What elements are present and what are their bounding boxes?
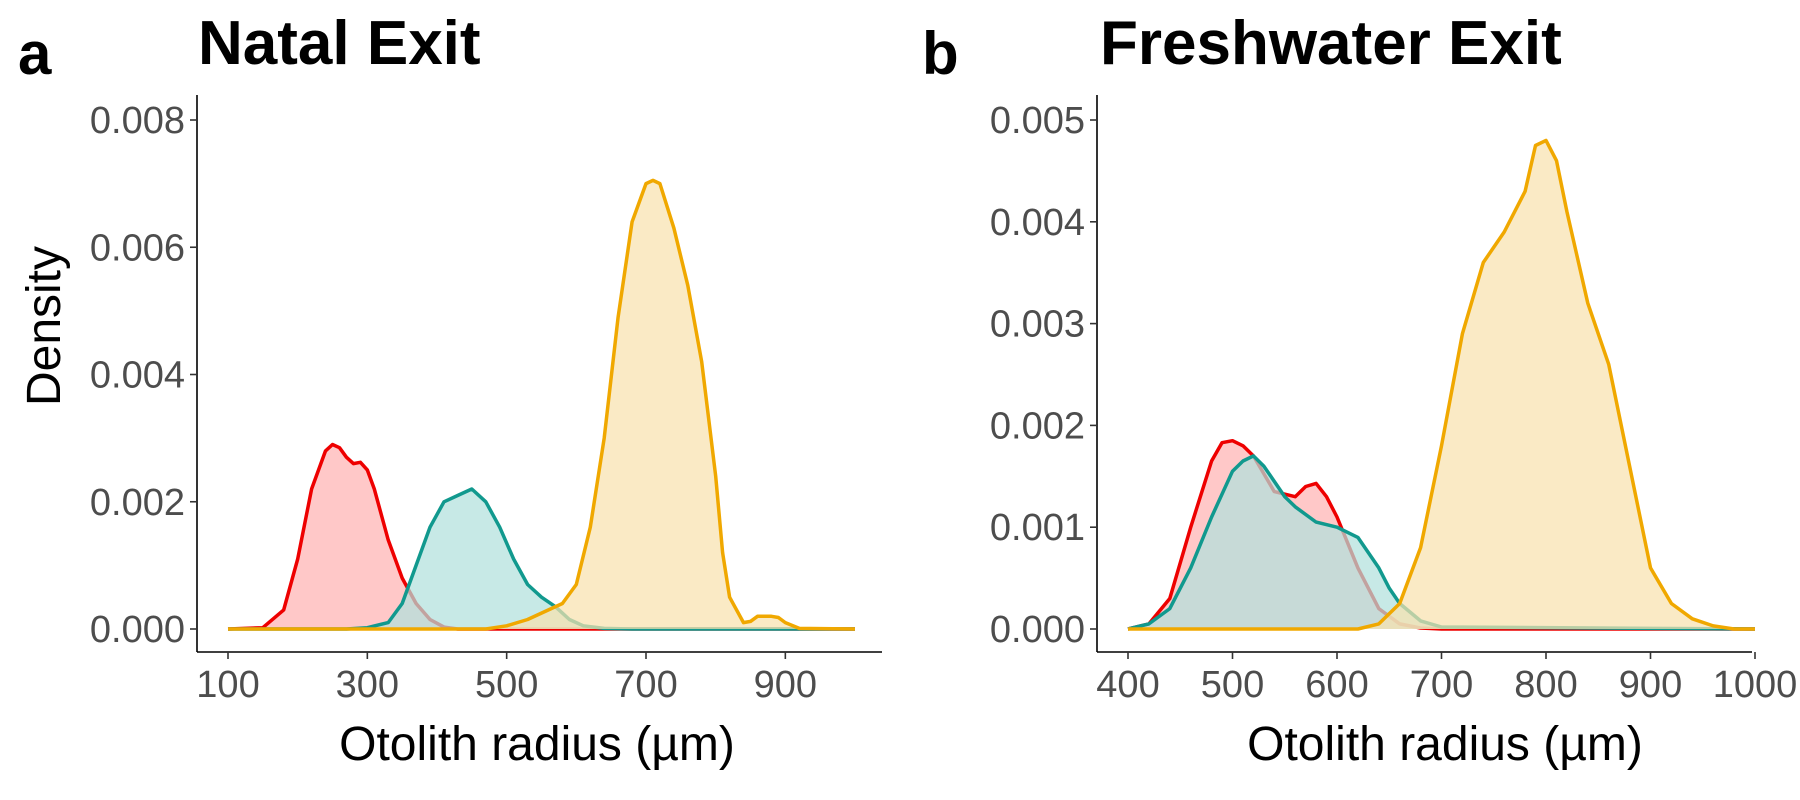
y-tick-label: 0.002 bbox=[990, 405, 1085, 447]
density-line-1-2 bbox=[1128, 138, 1755, 631]
density-area-1-1 bbox=[1128, 455, 1755, 629]
density-area-0-2 bbox=[228, 180, 855, 629]
panel-letter-b: b bbox=[922, 20, 959, 87]
y-tick-label: 0.005 bbox=[990, 100, 1085, 142]
x-tick-label: 600 bbox=[1305, 664, 1368, 706]
x-tick-label: 300 bbox=[336, 664, 399, 706]
x-tick-label: 1000 bbox=[1713, 664, 1798, 706]
y-axis-title: Density bbox=[18, 246, 71, 406]
density-area-1-2 bbox=[1128, 140, 1755, 629]
y-tick-label: 0.004 bbox=[990, 202, 1085, 244]
panel-letter-a: a bbox=[18, 20, 52, 87]
x-tick-label: 500 bbox=[475, 664, 538, 706]
x-axis-title-a: Otolith radius (µm) bbox=[339, 718, 735, 771]
y-tick-label: 0.000 bbox=[990, 609, 1085, 651]
panel-title-freshwater-exit: Freshwater Exit bbox=[1100, 9, 1562, 78]
panel-freshwater-exit: b Freshwater Exit Otolith radius (µm) 0.… bbox=[922, 9, 1797, 771]
density-line-0-2 bbox=[228, 178, 856, 631]
y-tick-label: 0.003 bbox=[990, 304, 1085, 346]
y-tick-label: 0.001 bbox=[990, 507, 1085, 549]
y-tick-label: 0.002 bbox=[90, 482, 185, 524]
x-tick-label: 700 bbox=[1410, 664, 1473, 706]
panel-title-natal-exit: Natal Exit bbox=[198, 9, 481, 78]
y-tick-label: 0.006 bbox=[90, 227, 185, 269]
y-tick-label: 0.008 bbox=[90, 100, 185, 142]
density-area-0-1 bbox=[228, 489, 855, 629]
x-tick-label: 700 bbox=[614, 664, 677, 706]
x-axis-title-b: Otolith radius (µm) bbox=[1247, 718, 1643, 771]
panel-natal-exit: a Natal Exit Density Otolith radius (µm)… bbox=[18, 9, 882, 771]
x-tick-label: 800 bbox=[1514, 664, 1577, 706]
x-tick-label: 900 bbox=[1619, 664, 1682, 706]
y-tick-label: 0.000 bbox=[90, 609, 185, 651]
density-area-0-0 bbox=[228, 444, 855, 629]
x-tick-label: 100 bbox=[196, 664, 259, 706]
x-tick-label: 900 bbox=[754, 664, 817, 706]
x-tick-label: 400 bbox=[1096, 664, 1159, 706]
x-tick-label: 500 bbox=[1201, 664, 1264, 706]
density-line-1-1 bbox=[1127, 454, 1756, 631]
y-tick-label: 0.004 bbox=[90, 355, 185, 397]
